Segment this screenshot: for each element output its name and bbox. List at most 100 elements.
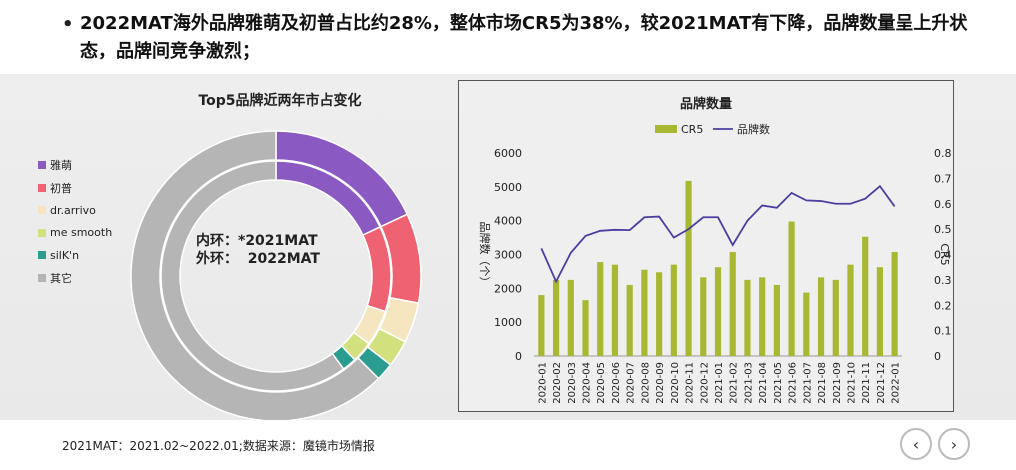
legend-item: me smooth	[38, 222, 112, 245]
bar-chart-title: 品牌数量	[679, 97, 732, 112]
x-tick-label: 2021-09	[832, 362, 843, 404]
bar-cr5	[832, 279, 839, 356]
x-tick-label: 2021-06	[788, 362, 799, 404]
x-tick-label: 2021-12	[876, 362, 887, 404]
y-tick-label: 6000	[494, 147, 522, 160]
donut-chart	[130, 130, 422, 422]
legend-label-cr5: CR5	[681, 123, 703, 136]
bar-cr5	[685, 180, 692, 356]
x-tick-label: 2020-03	[567, 362, 578, 404]
next-button[interactable]: ›	[938, 428, 970, 460]
y-axis-title: 品牌数（个）	[478, 222, 492, 288]
x-tick-label: 2020-11	[685, 362, 696, 404]
headline-text: 2022MAT海外品牌雅萌及初普占比约28%，整体市场CR5为38%，较2021…	[80, 13, 968, 62]
x-tick-label: 2021-10	[846, 362, 857, 404]
x-tick-label: 2020-12	[699, 362, 710, 404]
bar-cr5	[552, 279, 560, 356]
bar-cr5	[759, 277, 766, 356]
donut-legend: 雅萌初普 dr.arrivo me smooth silK'n 其它	[38, 154, 112, 289]
y-tick-label: 1000	[494, 316, 522, 329]
bar-cr5	[788, 221, 795, 356]
bar-cr5	[714, 267, 722, 356]
legend-label: 雅萌	[50, 159, 72, 173]
x-tick-label: 2020-07	[626, 362, 637, 404]
y-tick-label: 0	[515, 350, 522, 363]
y2-tick-label: 0	[934, 350, 941, 363]
legend-swatch-cr5	[655, 125, 677, 133]
x-tick-label: 2020-10	[670, 362, 681, 404]
y2-tick-label: 0.8	[934, 147, 952, 160]
inner-ring-label: 内环：*2021MAT	[196, 233, 318, 249]
legend-label: dr.arrivo	[50, 203, 96, 217]
legend-label-brand-count: 品牌数	[737, 122, 770, 136]
legend-label: 其它	[50, 271, 72, 285]
y2-tick-label: 0.1	[934, 325, 952, 338]
x-tick-label: 2021-08	[817, 362, 828, 404]
bar-cr5	[538, 295, 545, 356]
x-tick-label: 2021-07	[802, 362, 813, 404]
prev-button[interactable]: ‹	[900, 428, 932, 460]
bar-cr5	[891, 251, 898, 356]
brand-count-chart-panel: 品牌数量 CR5 品牌数 0 1000 2000 3000 4000 5000 6000 0 0.1…	[458, 80, 954, 412]
legend-item: 初普	[38, 177, 112, 200]
x-tick-label: 2021-04	[758, 362, 769, 404]
donut-slice	[160, 160, 345, 392]
legend-item: 雅萌	[38, 154, 112, 177]
donut-slice	[130, 130, 380, 422]
bar-cr5	[773, 284, 780, 356]
y2-tick-label: 0.3	[934, 274, 952, 287]
bullet-point: •	[62, 14, 74, 35]
legend-label: me smooth	[50, 226, 113, 240]
y2-tick-label: 0.6	[934, 198, 952, 211]
bar-cr5	[656, 272, 663, 356]
bar-cr5	[626, 284, 633, 356]
x-tick-label: 2020-04	[582, 362, 593, 404]
y2-tick-label: 0.4	[934, 249, 952, 262]
x-tick-label: 2020-06	[611, 362, 622, 404]
legend-swatch	[38, 183, 46, 192]
y2-tick-label: 0.7	[934, 172, 952, 185]
legend-swatch	[38, 228, 46, 237]
x-tick-label: 2020-05	[596, 362, 607, 404]
y-tick-label: 4000	[494, 215, 522, 228]
y2-tick-label: 0.5	[934, 223, 952, 236]
x-tick-label: 2020-02	[552, 362, 563, 404]
legend-label: 初普	[50, 181, 72, 195]
bar-cr5	[876, 267, 884, 356]
bar-cr5	[597, 262, 604, 356]
x-tick-label: 2021-03	[743, 362, 754, 404]
legend-item: dr.arrivo	[38, 199, 112, 222]
source-note: 2021MAT：2021.02~2022.01;数据来源：魔镜市场情报	[62, 439, 375, 453]
bar-cr5	[744, 279, 751, 356]
legend-swatch	[38, 161, 46, 170]
brand-count-chart: CR5 品牌数 0 1000 2000 3000 4000 5000 6000 0 0.1 0.2 0.…	[478, 122, 952, 404]
y2-axis-title: CR5	[938, 243, 951, 265]
legend-swatch	[38, 273, 46, 282]
bar-cr5	[611, 264, 619, 356]
footer: 2021MAT：2021.02~2022.01;数据来源：魔镜市场情报 ‹ ›	[0, 420, 1016, 470]
bar-cr5	[700, 277, 707, 356]
line-brand-count	[540, 184, 896, 284]
legend-item: 其它	[38, 267, 112, 290]
outer-ring-label: 外环： 2022MAT	[196, 251, 320, 267]
bar-cr5	[847, 264, 854, 356]
bar-cr5	[729, 251, 736, 356]
x-tick-label: 2021-02	[729, 362, 740, 404]
y2-tick-label: 0.2	[934, 299, 952, 312]
bar-cr5	[862, 236, 869, 356]
bar-cr5	[803, 292, 810, 356]
y-tick-label: 3000	[494, 249, 522, 262]
x-tick-label: 2020-01	[537, 362, 548, 404]
y-tick-label: 2000	[494, 282, 522, 295]
legend-item: silK'n	[38, 244, 112, 267]
y-tick-label: 5000	[494, 181, 522, 194]
x-tick-label: 2021-05	[773, 362, 784, 404]
bar-cr5	[670, 264, 677, 356]
bar-cr5	[567, 279, 574, 356]
legend-swatch	[38, 206, 46, 215]
bar-cr5	[817, 277, 825, 356]
x-tick-label: 2021-11	[861, 362, 872, 404]
legend-label: silK'n	[50, 248, 80, 262]
bar-cr5	[641, 269, 648, 356]
x-tick-label: 2020-08	[640, 362, 651, 404]
